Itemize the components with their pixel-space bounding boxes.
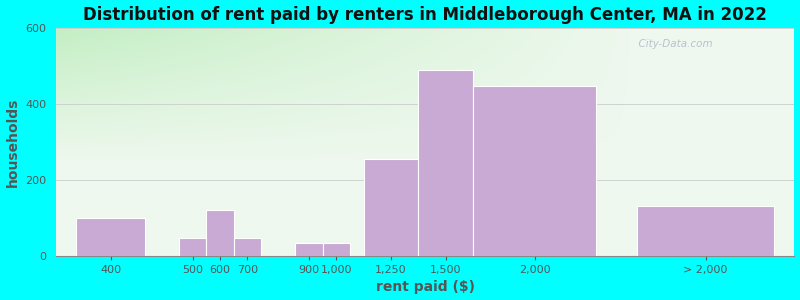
Y-axis label: households: households: [6, 97, 19, 187]
Bar: [295, 243, 322, 256]
Bar: [179, 238, 206, 256]
Bar: [364, 159, 418, 256]
Bar: [322, 243, 350, 256]
Bar: [418, 70, 473, 256]
Title: Distribution of rent paid by renters in Middleborough Center, MA in 2022: Distribution of rent paid by renters in …: [83, 6, 767, 24]
Bar: [234, 238, 261, 256]
Bar: [206, 210, 234, 256]
Bar: [77, 218, 145, 256]
Text: City-Data.com: City-Data.com: [632, 39, 713, 49]
Bar: [473, 86, 596, 256]
X-axis label: rent paid ($): rent paid ($): [376, 280, 474, 294]
Bar: [637, 206, 774, 256]
